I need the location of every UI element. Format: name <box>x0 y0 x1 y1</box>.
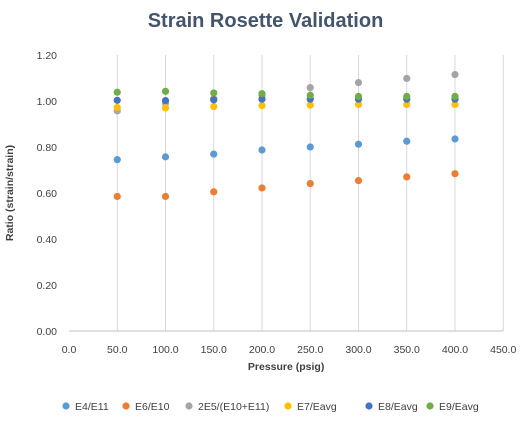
y-axis-title: Ratio (strain/strain) <box>4 145 16 241</box>
legend-item: E7/Eavg <box>284 401 336 413</box>
data-point <box>403 138 410 145</box>
x-tick-label: 400.0 <box>442 344 468 356</box>
legend-item: E4/E11 <box>62 401 108 413</box>
data-point <box>114 97 121 104</box>
tick-labels: 0.0 50.0 100.0 150.0 200.0 250.0 300.0 350.0 400… <box>37 50 517 356</box>
data-point <box>258 90 265 97</box>
data-point <box>114 156 121 163</box>
legend-marker <box>365 402 372 409</box>
x-axis-title: Pressure (psig) <box>248 361 324 373</box>
data-point <box>307 143 314 150</box>
data-point <box>258 102 265 109</box>
legend-marker <box>62 402 69 409</box>
data-point <box>451 135 458 142</box>
x-tick-label: 300.0 <box>345 344 371 356</box>
data-point <box>162 193 169 200</box>
x-tick-label: 50.0 <box>107 344 128 356</box>
y-tick-label: 0.60 <box>37 188 58 200</box>
x-tick-label: 200.0 <box>249 344 275 356</box>
x-tick-label: 100.0 <box>152 344 178 356</box>
legend-label: E9/Eavg <box>439 401 479 413</box>
y-tick-label: 0.20 <box>37 280 58 292</box>
data-point <box>355 79 362 86</box>
data-point <box>114 193 121 200</box>
legend-label: 2E5/(E10+E11) <box>198 401 269 413</box>
legend-marker <box>185 402 192 409</box>
x-tick-label: 350.0 <box>394 344 420 356</box>
data-point <box>403 173 410 180</box>
data-point <box>162 104 169 111</box>
legend-item: E6/E10 <box>122 401 169 413</box>
data-point <box>355 141 362 148</box>
data-point <box>451 71 458 78</box>
data-point <box>162 88 169 95</box>
data-point <box>451 93 458 100</box>
data-point <box>162 97 169 104</box>
legend-label: E4/E11 <box>75 401 109 413</box>
data-point <box>258 146 265 153</box>
data-point <box>162 153 169 160</box>
data-point <box>307 92 314 99</box>
legend-item: E8/Eavg <box>365 401 417 413</box>
y-tick-label: 0.80 <box>37 142 58 154</box>
legend-marker <box>284 402 291 409</box>
legend-marker <box>426 402 433 409</box>
data-point <box>114 89 121 96</box>
y-tick-label: 1.00 <box>37 96 58 108</box>
legend-label: E7/Eavg <box>297 401 337 413</box>
data-point <box>258 184 265 191</box>
legend-item: 2E5/(E10+E11) <box>185 401 269 413</box>
legend: E4/E11 E6/E10 2E5/(E10+E11) E7/Eavg E8/Eavg E… <box>62 401 478 413</box>
x-tick-label: 250.0 <box>297 344 323 356</box>
data-point <box>355 177 362 184</box>
legend-item: E9/Eavg <box>426 401 478 413</box>
y-tick-label: 0.00 <box>37 326 58 338</box>
data-point <box>451 170 458 177</box>
data-point <box>210 89 217 96</box>
data-point <box>210 103 217 110</box>
data-point <box>355 93 362 100</box>
data-point <box>210 188 217 195</box>
y-tick-label: 1.20 <box>37 50 58 62</box>
y-tick-label: 0.40 <box>37 234 58 246</box>
data-point <box>114 104 121 111</box>
legend-label: E6/E10 <box>135 401 170 413</box>
data-point <box>307 180 314 187</box>
x-tick-label: 0.0 <box>62 344 77 356</box>
data-point <box>307 84 314 91</box>
legend-label: E8/Eavg <box>378 401 418 413</box>
x-tick-label: 150.0 <box>201 344 227 356</box>
data-point <box>210 151 217 158</box>
data-point <box>210 96 217 103</box>
data-point <box>403 93 410 100</box>
x-tick-label: 450.0 <box>490 344 516 356</box>
data-point <box>403 75 410 82</box>
legend-marker <box>122 402 129 409</box>
